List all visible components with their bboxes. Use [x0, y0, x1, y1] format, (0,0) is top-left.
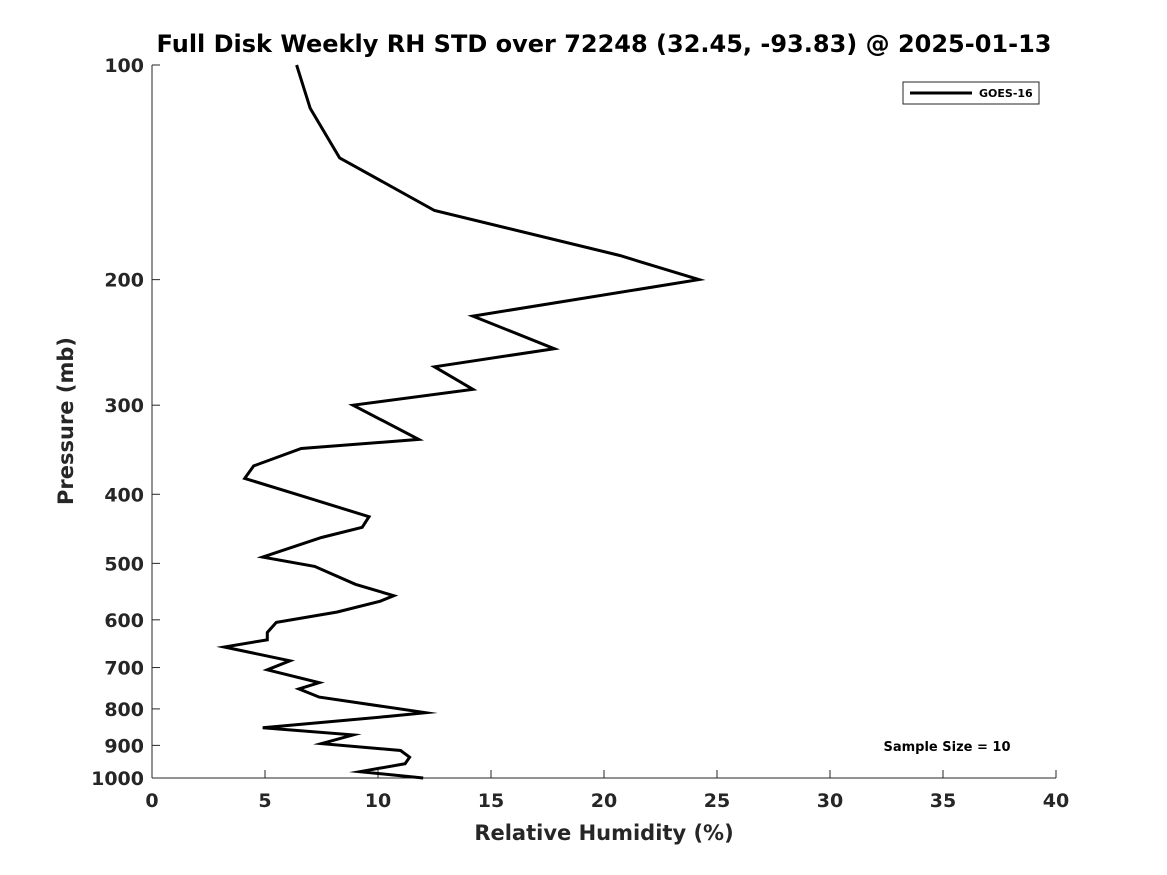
x-tick-label: 30 — [817, 790, 843, 812]
x-tick-label: 15 — [478, 790, 504, 812]
x-tick-label: 20 — [591, 790, 617, 812]
y-tick-label: 700 — [104, 658, 144, 680]
x-tick-label: 5 — [258, 790, 271, 812]
chart-title: Full Disk Weekly RH STD over 72248 (32.4… — [157, 30, 1052, 58]
y-axis-label: Pressure (mb) — [54, 337, 78, 505]
y-axis: 100 200 300 400 500 600 700 800 900 1000 — [91, 55, 160, 790]
x-axis: 0 5 10 15 20 25 30 35 40 — [145, 770, 1069, 812]
y-tick-label: 200 — [104, 270, 144, 292]
x-tick-label: 0 — [145, 790, 158, 812]
y-tick-label: 300 — [104, 395, 144, 417]
y-tick-label: 800 — [104, 699, 144, 721]
series-line-goes-16 — [216, 64, 706, 780]
y-tick-label: 600 — [104, 610, 144, 632]
x-tick-label: 35 — [930, 790, 956, 812]
x-tick-label: 40 — [1043, 790, 1069, 812]
y-tick-label: 400 — [104, 484, 144, 506]
y-tick-label: 100 — [104, 55, 144, 77]
x-axis-label: Relative Humidity (%) — [474, 821, 733, 845]
x-tick-label: 10 — [365, 790, 391, 812]
legend: GOES-16 — [902, 81, 1040, 105]
y-tick-label: 900 — [104, 735, 144, 757]
sample-size-annotation: Sample Size = 10 — [883, 740, 1010, 755]
plot-area — [152, 65, 1056, 778]
y-tick-label: 1000 — [91, 768, 144, 790]
legend-label-goes-16: GOES-16 — [979, 87, 1033, 100]
series-layer — [216, 64, 706, 780]
y-tick-label: 500 — [104, 553, 144, 575]
x-tick-label: 25 — [704, 790, 730, 812]
